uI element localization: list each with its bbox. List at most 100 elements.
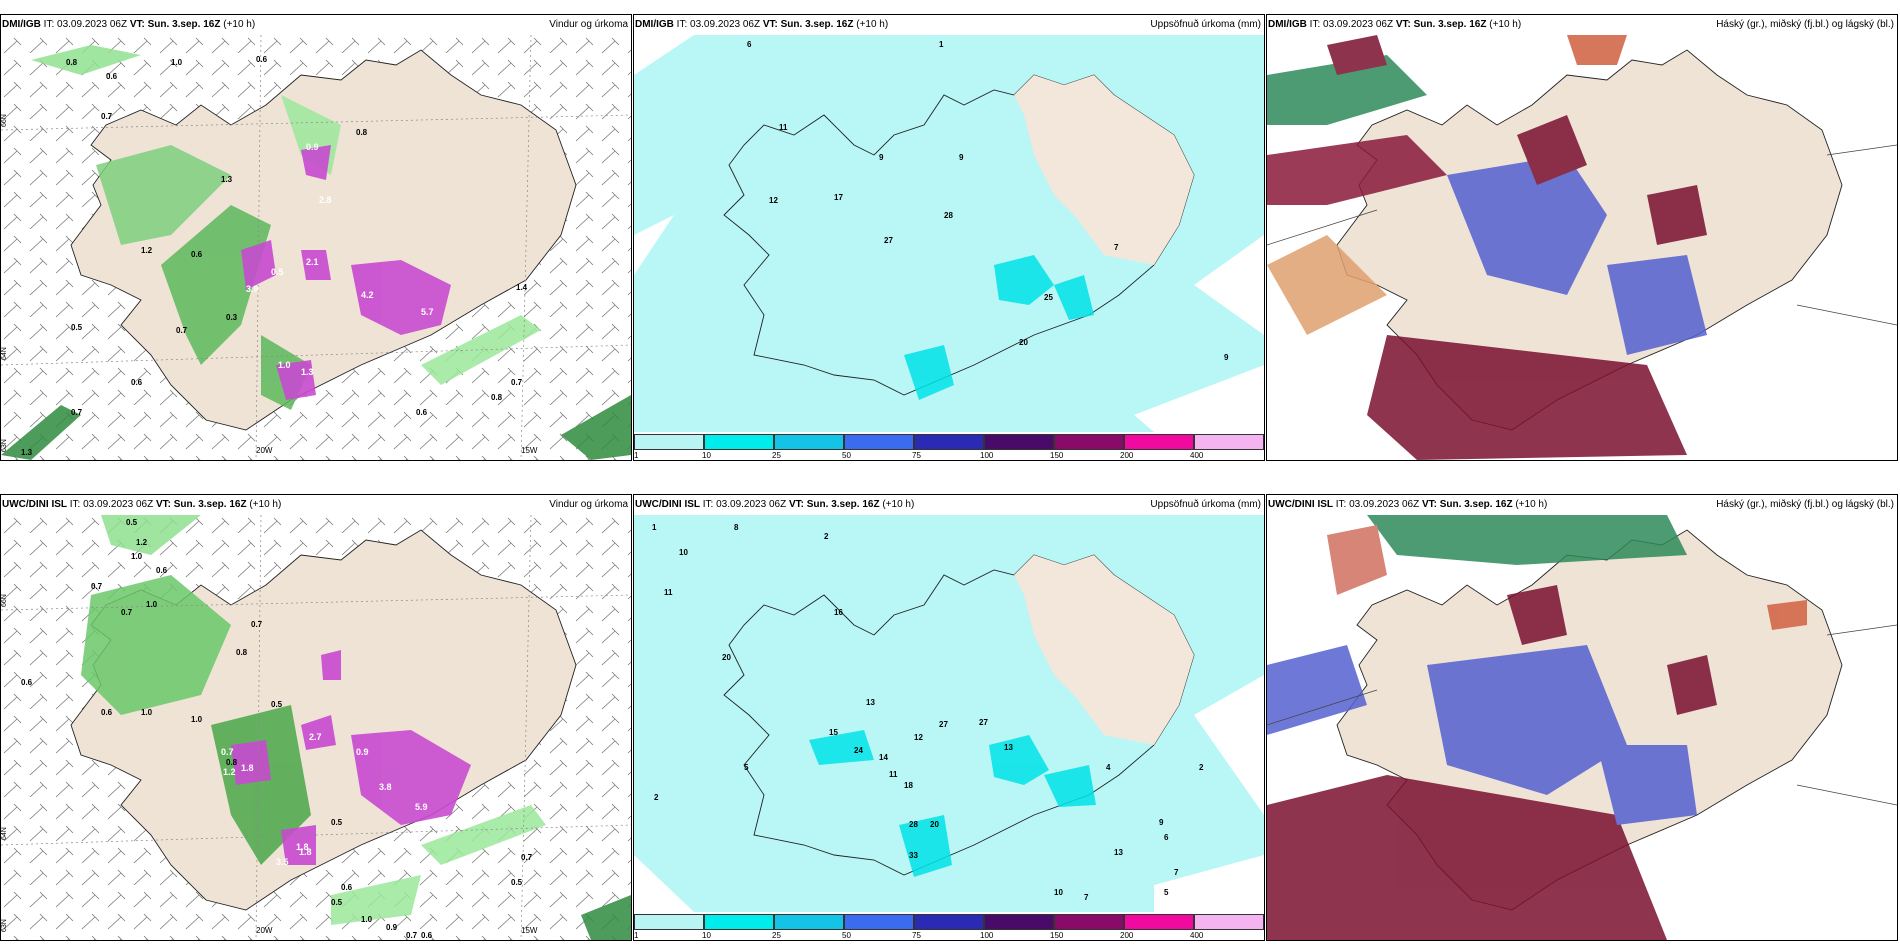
svg-text:1.2: 1.2: [136, 538, 148, 547]
svg-text:27: 27: [939, 720, 948, 729]
svg-text:2: 2: [824, 532, 829, 541]
svg-text:6: 6: [747, 40, 752, 49]
svg-text:14: 14: [879, 753, 888, 762]
svg-text:1.0: 1.0: [131, 552, 143, 561]
svg-text:13: 13: [1004, 743, 1013, 752]
svg-text:11: 11: [664, 588, 673, 597]
svg-text:2.7: 2.7: [309, 732, 322, 742]
svg-text:1.0: 1.0: [146, 600, 158, 609]
svg-text:5.7: 5.7: [421, 307, 434, 317]
svg-text:3.5: 3.5: [276, 857, 289, 867]
panel-accum-dmi: DMI/IGB IT: 03.09.2023 06Z VT: Sun. 3.se…: [633, 14, 1265, 461]
svg-text:1.0: 1.0: [141, 708, 153, 717]
svg-text:2: 2: [1199, 763, 1204, 772]
svg-text:0.7: 0.7: [176, 326, 188, 335]
svg-text:0.5: 0.5: [126, 518, 138, 527]
panel-wind-precip-uwc: UWC/DINI ISL IT: 03.09.2023 06Z VT: Sun.…: [0, 494, 632, 941]
svg-text:27: 27: [884, 236, 893, 245]
product-title: Vindur og úrkoma: [549, 499, 628, 510]
svg-text:1.0: 1.0: [278, 360, 291, 370]
panel-accum-uwc: UWC/DINI ISL IT: 03.09.2023 06Z VT: Sun.…: [633, 494, 1265, 941]
map-wind-precip[interactable]: 0.8 0.6 1.0 0.6 0.7 0.8 1.3 0.6 0.5 1.2 …: [1, 35, 631, 460]
product-title: Vindur og úrkoma: [549, 19, 628, 30]
panel-header: UWC/DINI ISL IT: 03.09.2023 06Z VT: Sun.…: [1267, 495, 1897, 515]
svg-text:10: 10: [1054, 888, 1063, 897]
svg-text:24: 24: [854, 746, 863, 755]
svg-text:0.6: 0.6: [101, 708, 113, 717]
svg-text:5: 5: [744, 763, 749, 772]
svg-text:1: 1: [652, 523, 657, 532]
map-accum-precip[interactable]: 6 1 9 9 11 12 17 28 27 7 9 20 25: [634, 35, 1264, 460]
svg-text:13: 13: [866, 698, 875, 707]
svg-text:0.9: 0.9: [356, 747, 369, 757]
colorbar: 1 10 25 50 75 100 150 200 400: [634, 432, 1264, 460]
colorbar: 1 10 25 50 75 100 150 200 400: [634, 912, 1264, 940]
svg-text:1.8: 1.8: [299, 847, 312, 857]
map-accum-precip[interactable]: 8 1 2 10 11 13 20 16 5 2 15 24 27 14 13 …: [634, 515, 1264, 940]
svg-text:0.7: 0.7: [251, 620, 263, 629]
svg-text:17: 17: [834, 193, 843, 202]
svg-text:3.8: 3.8: [379, 782, 392, 792]
wind-precip-labels: 0.8 0.6 1.0 0.6 0.7 0.8 1.3 0.6 0.5 1.2 …: [21, 55, 528, 457]
panel-header: DMI/IGB IT: 03.09.2023 06Z VT: Sun. 3.se…: [1267, 15, 1897, 35]
svg-text:1.4: 1.4: [516, 283, 528, 292]
svg-text:7: 7: [1174, 868, 1179, 877]
svg-text:0.5: 0.5: [271, 267, 284, 277]
svg-text:0.3: 0.3: [226, 313, 238, 322]
map-clouds[interactable]: [1267, 515, 1897, 940]
svg-text:0.6: 0.6: [256, 55, 268, 64]
svg-text:0.6: 0.6: [106, 72, 118, 81]
svg-text:9: 9: [1159, 818, 1164, 827]
svg-text:9: 9: [959, 153, 964, 162]
svg-text:16: 16: [834, 608, 843, 617]
map-wind-precip[interactable]: 0.5 1.0 1.2 0.6 0.6 0.7 1.0 0.6 0.7 0.8 …: [1, 515, 631, 940]
svg-text:20: 20: [930, 820, 939, 829]
svg-text:1: 1: [939, 40, 944, 49]
panel-header: DMI/IGB IT: 03.09.2023 06Z VT: Sun. 3.se…: [1, 15, 631, 35]
svg-text:0.8: 0.8: [226, 758, 238, 767]
svg-text:28: 28: [909, 820, 918, 829]
svg-text:20: 20: [1019, 338, 1028, 347]
svg-text:10: 10: [679, 548, 688, 557]
svg-text:0.6: 0.6: [191, 250, 203, 259]
svg-text:1.8: 1.8: [241, 763, 254, 773]
svg-text:0.5: 0.5: [511, 878, 523, 887]
svg-text:5.9: 5.9: [415, 802, 428, 812]
panel-wind-precip-dmi: DMI/IGB IT: 03.09.2023 06Z VT: Sun. 3.se…: [0, 14, 632, 461]
svg-text:0.6: 0.6: [341, 883, 353, 892]
svg-text:4: 4: [1106, 763, 1111, 772]
svg-text:0.7: 0.7: [521, 853, 533, 862]
svg-text:11: 11: [779, 123, 788, 132]
svg-text:12: 12: [914, 733, 923, 742]
svg-text:4.2: 4.2: [361, 290, 374, 300]
svg-text:0.5: 0.5: [331, 898, 343, 907]
svg-text:2: 2: [654, 793, 659, 802]
svg-text:6: 6: [1164, 833, 1169, 842]
svg-text:7: 7: [1114, 243, 1119, 252]
svg-text:11: 11: [889, 770, 898, 779]
svg-text:0.8: 0.8: [236, 648, 248, 657]
panel-header: UWC/DINI ISL IT: 03.09.2023 06Z VT: Sun.…: [1, 495, 631, 515]
svg-text:18: 18: [904, 781, 913, 790]
svg-text:9: 9: [879, 153, 884, 162]
svg-text:1.3: 1.3: [301, 367, 314, 377]
svg-text:33: 33: [909, 851, 918, 860]
svg-text:0.6: 0.6: [21, 678, 33, 687]
svg-text:0.7: 0.7: [406, 931, 418, 940]
svg-text:12: 12: [769, 196, 778, 205]
svg-text:0.7: 0.7: [91, 582, 103, 591]
svg-text:0.9: 0.9: [386, 923, 398, 932]
svg-text:0.7: 0.7: [221, 747, 234, 757]
svg-text:15: 15: [829, 728, 838, 737]
svg-text:1.0: 1.0: [191, 715, 203, 724]
svg-text:27: 27: [979, 718, 988, 727]
map-clouds[interactable]: [1267, 35, 1897, 460]
svg-text:8: 8: [734, 523, 739, 532]
svg-text:0.6: 0.6: [156, 566, 168, 575]
svg-text:0.7: 0.7: [101, 112, 113, 121]
panel-header: UWC/DINI ISL IT: 03.09.2023 06Z VT: Sun.…: [634, 495, 1264, 515]
svg-text:2.8: 2.8: [319, 195, 332, 205]
svg-text:7: 7: [1084, 893, 1089, 902]
svg-text:3.9: 3.9: [246, 284, 259, 294]
svg-text:0.9: 0.9: [306, 142, 319, 152]
